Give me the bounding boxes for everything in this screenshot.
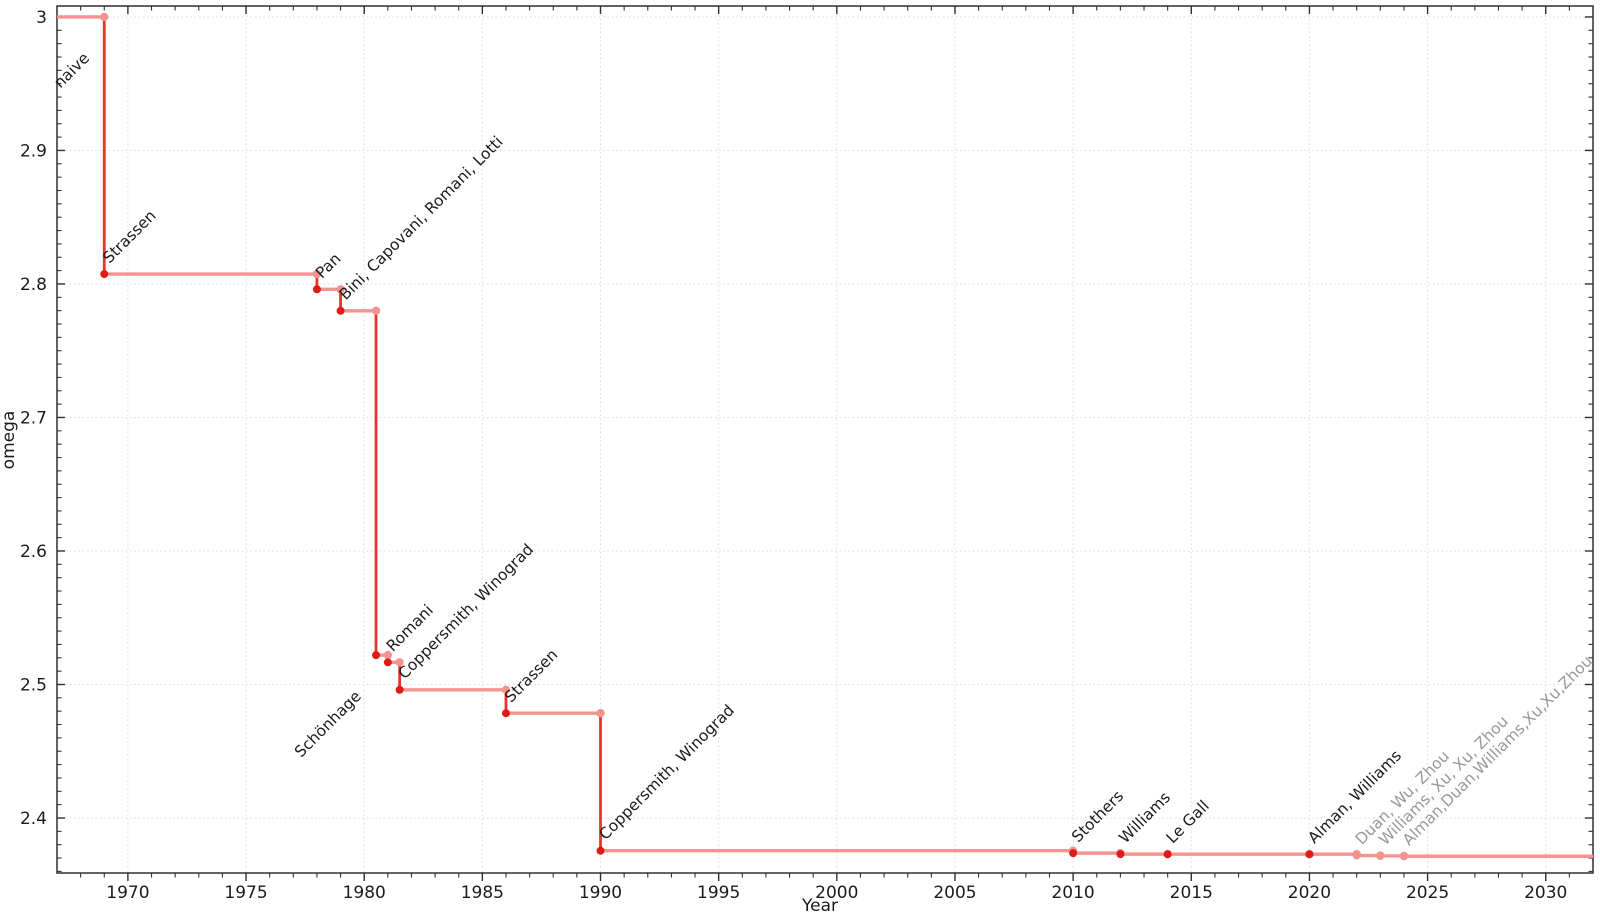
step-corner-dot <box>596 708 605 718</box>
y-tick-label: 2.5 <box>20 675 47 695</box>
data-point <box>312 285 321 294</box>
y-tick-label: 2.6 <box>20 542 47 562</box>
x-tick-label: 2000 <box>815 883 858 903</box>
step-corner-dot <box>383 650 393 660</box>
x-tick-label: 1995 <box>697 883 740 903</box>
x-tick-label: 2010 <box>1051 883 1094 903</box>
x-tick-label: 2005 <box>933 883 976 903</box>
y-tick-label: 2.7 <box>20 408 47 428</box>
data-point <box>1376 851 1385 860</box>
x-tick-label: 1990 <box>579 883 622 903</box>
x-tick-label: 2015 <box>1170 883 1213 903</box>
data-point <box>395 685 404 694</box>
step-corner-dot <box>371 306 381 315</box>
y-tick-label: 2.9 <box>20 141 47 161</box>
x-tick-label: 1980 <box>343 883 386 903</box>
y-axis-title: omega <box>0 411 19 470</box>
x-tick-label: 1975 <box>224 883 267 903</box>
y-tick-label: 2.4 <box>20 809 47 829</box>
data-point <box>501 709 510 718</box>
x-tick-label: 2020 <box>1288 883 1331 903</box>
data-point <box>1116 850 1125 859</box>
step-corner-dot <box>501 685 511 695</box>
plot-border <box>56 5 1594 874</box>
data-point <box>372 651 381 660</box>
step-corner-dot <box>336 285 345 294</box>
x-axis-title: Year <box>801 896 838 916</box>
data-point <box>1163 850 1172 859</box>
data-point <box>596 846 605 855</box>
x-tick-label: 1985 <box>461 883 504 903</box>
data-point <box>100 270 109 279</box>
x-tick-label: 2030 <box>1524 883 1567 903</box>
data-point <box>1069 849 1078 858</box>
data-point <box>383 658 392 667</box>
step-corner-dot <box>395 658 404 667</box>
data-point <box>1352 851 1361 860</box>
x-tick-label: 1970 <box>106 883 149 903</box>
step-corner-dot <box>312 269 322 279</box>
data-point <box>336 306 345 315</box>
data-point <box>1305 850 1314 859</box>
step-corner-dot <box>100 12 109 22</box>
x-tick-label: 2025 <box>1406 883 1449 903</box>
y-tick-label: 2.8 <box>20 275 47 295</box>
data-point <box>1399 852 1408 861</box>
y-tick-label: 3 <box>36 8 47 28</box>
